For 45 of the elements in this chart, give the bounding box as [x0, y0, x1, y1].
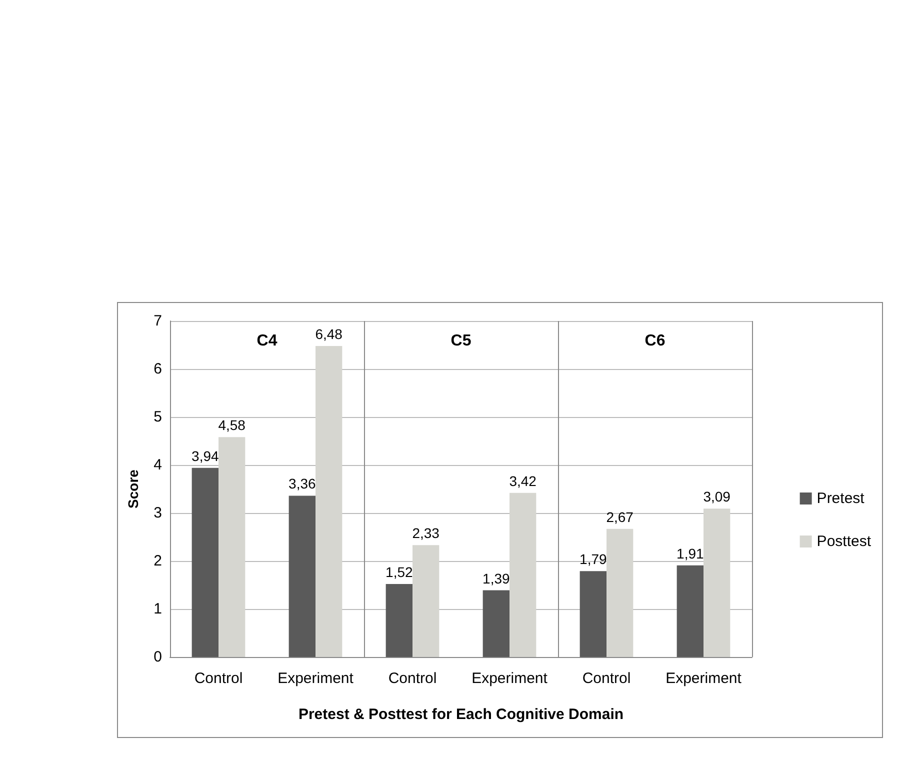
x-tick-label: Control	[194, 670, 243, 687]
x-tick-label: Control	[582, 670, 631, 687]
data-label: 3,36	[288, 476, 316, 492]
data-label: 1,52	[386, 564, 413, 580]
bar	[606, 528, 634, 657]
y-tick-label: 0	[154, 648, 162, 666]
y-tick-label: 6	[154, 360, 162, 378]
data-label: 3,09	[703, 488, 731, 505]
bar	[510, 492, 536, 657]
bar	[482, 590, 510, 657]
data-label: 1,39	[482, 570, 510, 586]
data-label: 1,79	[580, 551, 607, 568]
bar	[412, 545, 440, 657]
y-tick-label: 1	[154, 600, 162, 618]
data-label: 3,42	[509, 472, 537, 489]
bar	[192, 468, 218, 657]
bar	[316, 346, 342, 657]
legend-label: Pretest	[816, 490, 866, 507]
data-label: 2,33	[412, 525, 440, 542]
x-tick-label: Experiment	[472, 670, 548, 687]
legend-label: Posttest	[816, 533, 872, 550]
x-tick-label: Experiment	[278, 670, 354, 687]
x-tick-label: Control	[388, 670, 437, 687]
bar	[218, 437, 246, 657]
y-tick-label: 2	[154, 552, 162, 570]
data-label: 6,48	[315, 326, 343, 342]
annotation: C5	[450, 332, 472, 350]
data-label: 3,94	[192, 448, 219, 464]
x-tick-label: Experiment	[666, 670, 742, 687]
annotation: C4	[256, 332, 278, 350]
y-tick-label: 4	[154, 456, 162, 474]
y-tick-label: 7	[154, 312, 162, 330]
annotation: C6	[644, 332, 666, 350]
bar	[676, 565, 704, 657]
data-label: 2,67	[606, 508, 634, 525]
bar	[704, 508, 730, 657]
y-tick-label: 3	[154, 504, 162, 522]
bar	[580, 571, 606, 657]
y-axis-title: Score	[125, 469, 141, 508]
x-axis-title: Pretest & Posttest for Each Cognitive Domain	[298, 706, 624, 723]
y-tick-label: 5	[154, 408, 162, 426]
data-label: 1,91	[676, 545, 704, 562]
bar	[386, 584, 412, 657]
data-label: 4,58	[218, 417, 246, 434]
bar	[288, 496, 316, 657]
